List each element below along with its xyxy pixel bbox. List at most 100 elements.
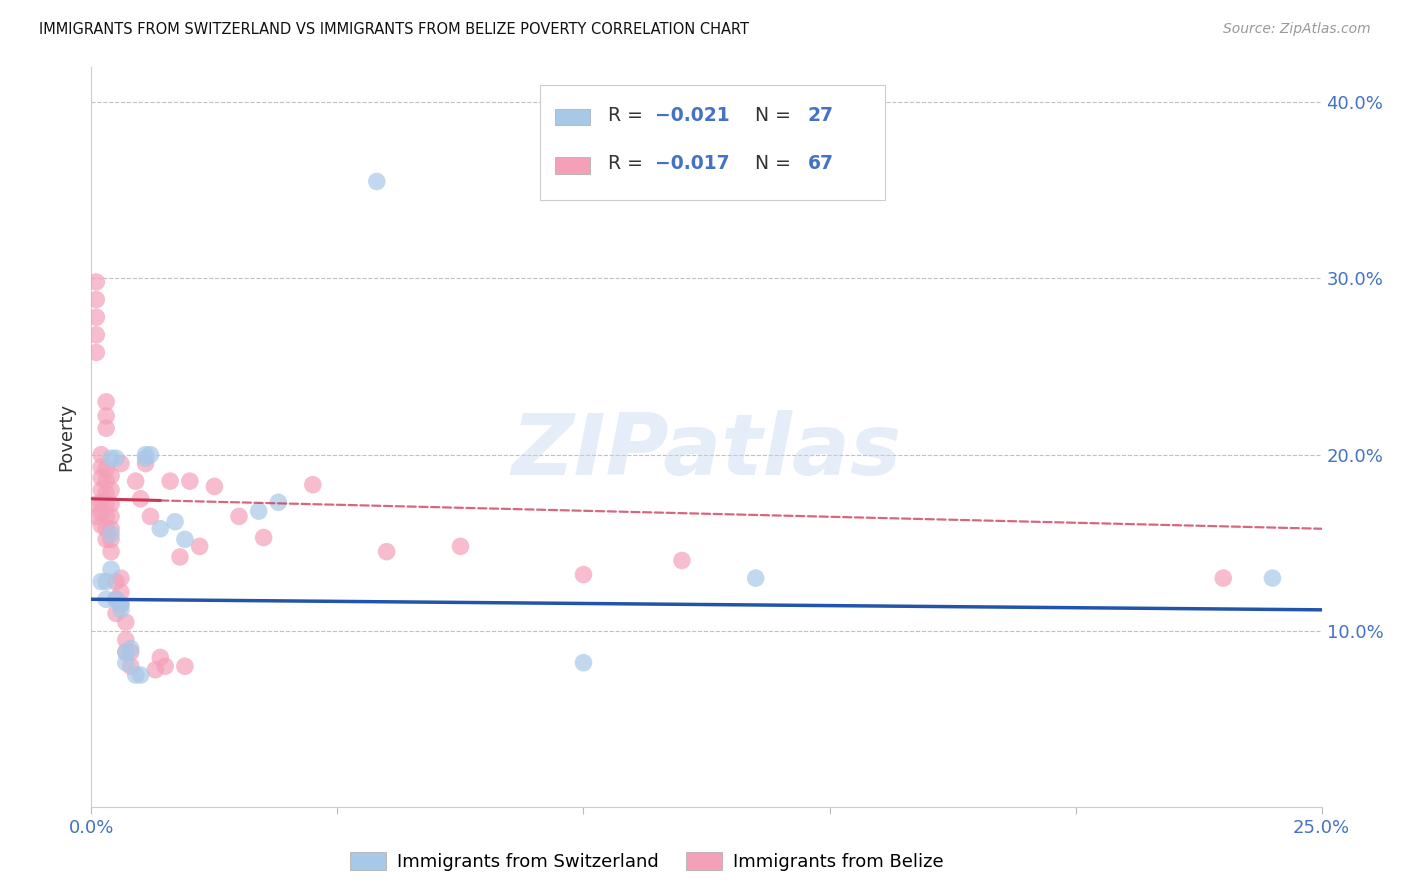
Point [120, 641, 142, 656]
Point [90, 483, 112, 497]
Point [90, 574, 112, 589]
Point [120, 645, 142, 659]
Point [110, 598, 132, 612]
Point [105, 592, 127, 607]
Text: R =: R = [607, 105, 650, 125]
Point [105, 451, 127, 466]
Point [145, 663, 166, 677]
Point [100, 509, 122, 524]
Point [124, 474, 146, 488]
Point [90, 470, 112, 484]
Point [253, 531, 276, 545]
Point [96, 509, 117, 524]
Point [86, 509, 108, 524]
Point [110, 603, 132, 617]
Point [96, 474, 117, 488]
Point [96, 421, 117, 435]
Point [100, 468, 122, 483]
Point [100, 451, 122, 466]
Point [139, 509, 162, 524]
Point [135, 448, 156, 462]
Point [1261, 571, 1284, 585]
Point [129, 668, 152, 682]
Text: IMMIGRANTS FROM SWITZERLAND VS IMMIGRANTS FROM BELIZE POVERTY CORRELATION CHART: IMMIGRANTS FROM SWITZERLAND VS IMMIGRANT… [39, 22, 749, 37]
Point [96, 592, 117, 607]
Point [105, 574, 127, 589]
Point [163, 515, 186, 529]
Point [110, 457, 132, 471]
Point [86, 293, 108, 307]
Point [100, 533, 122, 547]
Text: N =: N = [744, 105, 797, 125]
Point [96, 486, 117, 500]
Point [86, 310, 108, 325]
Point [86, 275, 108, 289]
Point [90, 448, 112, 462]
Point [96, 462, 117, 476]
Point [100, 483, 122, 497]
Point [129, 491, 152, 506]
Point [572, 656, 595, 670]
Point [120, 659, 142, 673]
Point [449, 540, 471, 554]
Point [114, 632, 138, 647]
Point [114, 615, 138, 630]
Point [90, 495, 112, 509]
Point [114, 645, 138, 659]
Point [90, 518, 112, 533]
Point [90, 460, 112, 475]
Point [110, 585, 132, 599]
Point [671, 553, 693, 567]
Point [110, 598, 132, 612]
Point [159, 474, 181, 488]
Point [745, 571, 768, 585]
Point [110, 571, 132, 585]
Point [96, 497, 117, 511]
Text: R =: R = [607, 153, 650, 173]
Point [96, 574, 117, 589]
Point [90, 506, 112, 520]
Point [114, 645, 138, 659]
Point [135, 451, 156, 466]
Text: −0.017: −0.017 [655, 153, 730, 173]
Text: Source: ZipAtlas.com: Source: ZipAtlas.com [1223, 22, 1371, 37]
Point [228, 509, 250, 524]
Point [174, 533, 197, 547]
Point [100, 527, 122, 541]
FancyBboxPatch shape [555, 157, 589, 174]
Legend: Immigrants from Switzerland, Immigrants from Belize: Immigrants from Switzerland, Immigrants … [343, 845, 950, 879]
Point [96, 522, 117, 536]
Point [149, 522, 172, 536]
Point [96, 409, 117, 423]
Point [96, 394, 117, 409]
Text: 27: 27 [807, 105, 834, 125]
Point [105, 592, 127, 607]
Y-axis label: Poverty: Poverty [58, 403, 76, 471]
FancyBboxPatch shape [555, 109, 589, 126]
Point [153, 659, 177, 673]
Point [169, 549, 191, 564]
Text: −0.021: −0.021 [655, 105, 730, 125]
Point [188, 540, 211, 554]
Point [267, 495, 290, 509]
Point [149, 650, 172, 665]
Point [105, 607, 127, 621]
Point [135, 457, 156, 471]
Text: N =: N = [744, 153, 797, 173]
Point [1212, 571, 1234, 585]
Point [139, 448, 162, 462]
Point [100, 497, 122, 511]
Point [96, 533, 117, 547]
Text: ZIPatlas: ZIPatlas [512, 410, 901, 493]
Point [100, 544, 122, 558]
Point [179, 474, 201, 488]
Point [301, 477, 323, 491]
Point [572, 567, 595, 582]
Text: 67: 67 [807, 153, 834, 173]
Point [86, 497, 108, 511]
Point [114, 656, 138, 670]
Point [202, 479, 225, 493]
Point [247, 504, 270, 518]
Point [86, 327, 108, 342]
Point [86, 345, 108, 359]
